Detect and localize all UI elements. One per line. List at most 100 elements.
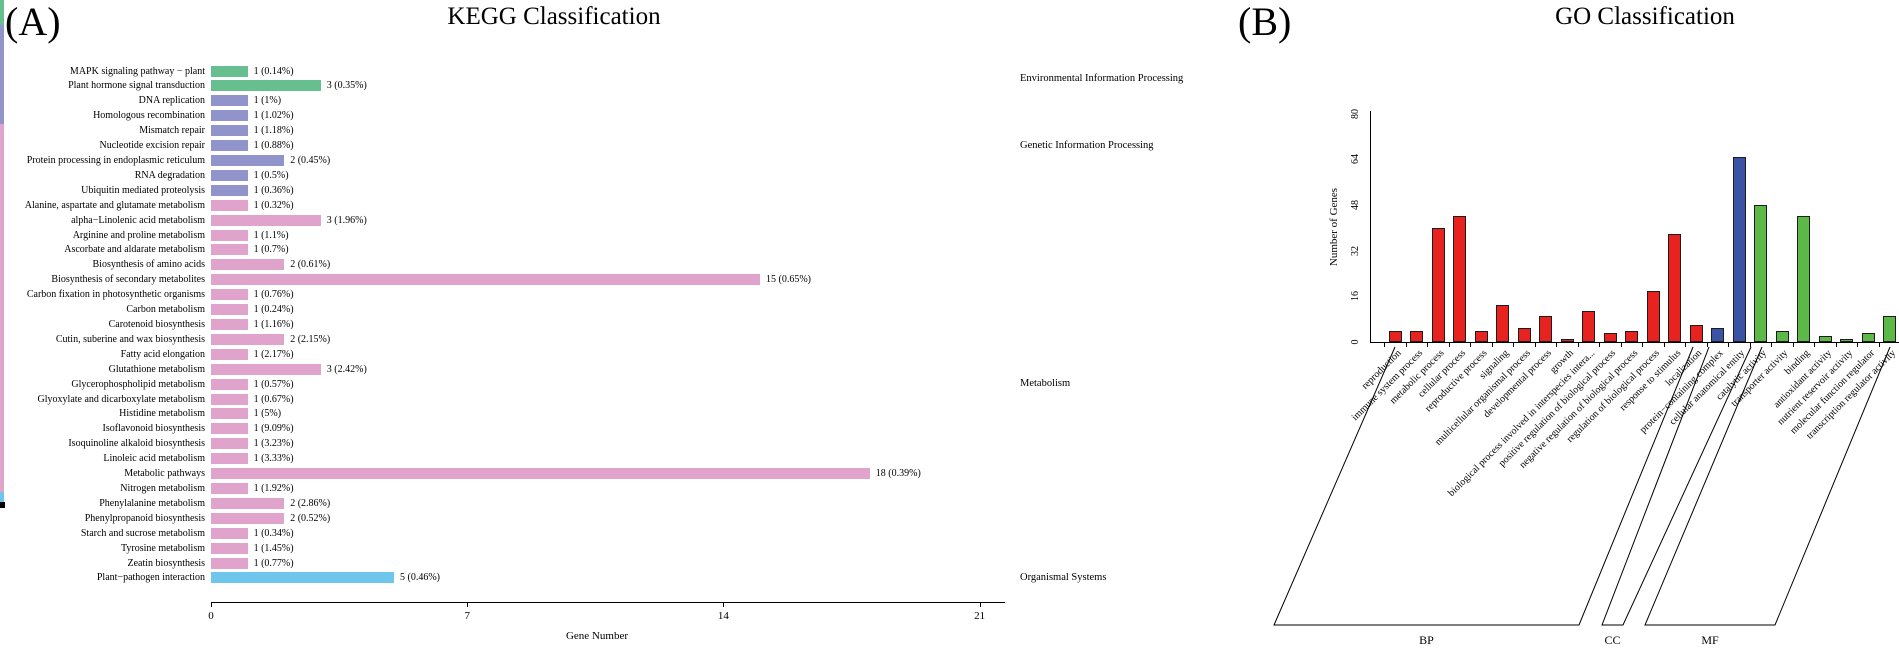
kegg-bar-value-label: 1 (0.5%) (253, 169, 289, 181)
kegg-x-axis-tick (979, 602, 981, 607)
kegg-category-label: Glyoxylate and dicarboxylate metabolism (37, 393, 205, 405)
kegg-category-label: Arginine and proline metabolism (72, 229, 205, 241)
go-x-axis-tick (1771, 342, 1773, 347)
kegg-bar-value-label: 3 (0.35%) (326, 80, 367, 92)
go-bar (1668, 233, 1681, 342)
go-x-axis-tick (1448, 342, 1450, 347)
kegg-bar-value-label: 1 (0.7%) (253, 244, 289, 256)
go-x-axis-tick (1663, 342, 1665, 347)
kegg-bar (211, 393, 248, 405)
kegg-category-label: Protein processing in endoplasmic reticu… (26, 155, 205, 166)
kegg-bar-value-label: 1 (0.88%) (253, 140, 294, 152)
kegg-bar (211, 80, 321, 92)
kegg-legend-label: Metabolism (1020, 378, 1071, 390)
kegg-bar-value-label: 1 (0.57%) (253, 378, 294, 390)
kegg-category-label: RNA degradation (134, 169, 205, 181)
go-x-axis-tick (1427, 342, 1429, 347)
kegg-bar (211, 572, 394, 584)
kegg-category-label: Phenylalanine metabolism (99, 497, 205, 509)
kegg-category-label: Nucleotide excision repair (99, 140, 205, 152)
kegg-bar-value-label: 1 (0.32%) (253, 199, 294, 211)
kegg-bar-value-label: 1 (0.34%) (253, 527, 294, 539)
go-x-axis-tick (1749, 342, 1751, 347)
go-y-axis-line (1370, 111, 1371, 342)
kegg-bar (211, 169, 248, 181)
kegg-x-axis-title: Gene Number (565, 630, 628, 642)
go-x-axis-tick (1405, 342, 1407, 347)
kegg-bar-value-label: 1 (0.76%) (253, 289, 294, 301)
kegg-category-label: Fatty acid elongation (120, 348, 205, 360)
kegg-category-label: Phenylpropanoid biosynthesis (84, 512, 205, 524)
kegg-bar (211, 110, 248, 122)
kegg-bar (211, 229, 248, 241)
go-x-axis-tick (1642, 342, 1644, 347)
kegg-bar (211, 140, 248, 152)
kegg-bar-value-label: 18 (0.39%) (875, 468, 921, 480)
kegg-category-label: Isoquinoline alkaloid biosynthesis (68, 438, 205, 450)
kegg-bar (211, 244, 248, 256)
kegg-bar-value-label: 2 (2.86%) (290, 497, 331, 509)
go-y-axis-tick (0, 506, 5, 508)
kegg-bar (211, 527, 248, 539)
kegg-bar (211, 184, 248, 196)
kegg-bar-value-label: 3 (1.96%) (326, 214, 367, 226)
kegg-bar-value-label: 1 (1.92%) (253, 483, 294, 494)
go-x-axis-line (1370, 342, 1899, 343)
kegg-bar (211, 512, 285, 524)
go-title: GO Classification (1555, 3, 1735, 30)
go-y-axis-tick (0, 504, 5, 506)
kegg-category-label: Mismatch repair (139, 125, 205, 137)
kegg-category-label: Linoleic acid metabolism (103, 453, 205, 465)
go-x-axis-tick (1491, 342, 1493, 347)
go-bar (1560, 339, 1574, 342)
kegg-bar-value-label: 2 (0.61%) (290, 259, 331, 271)
kegg-category-label: Histidine metabolism (119, 408, 205, 420)
kegg-category-label: Ubiquitin mediated proteolysis (81, 184, 205, 196)
kegg-category-label: Plant hormone signal transduction (68, 80, 205, 92)
go-group-bracket (1273, 346, 1694, 626)
go-bar (1861, 333, 1875, 342)
kegg-category-label: DNA replication (138, 95, 205, 107)
go-x-axis-tick (1384, 342, 1386, 347)
go-bar (1582, 310, 1595, 342)
kegg-legend-strip (0, 492, 4, 503)
kegg-bar-value-label: 1 (1.45%) (253, 542, 294, 554)
kegg-bar (211, 333, 285, 345)
go-bar (1603, 333, 1617, 342)
kegg-bar (211, 423, 248, 435)
kegg-category-label: Isoflavonoid biosynthesis (102, 423, 206, 435)
kegg-category-label: Glycerophospholipid metabolism (71, 378, 205, 390)
go-x-axis-tick (1857, 342, 1859, 347)
go-x-axis-tick (1706, 342, 1708, 347)
kegg-category-label: Carotenoid biosynthesis (108, 319, 205, 330)
go-bar (1646, 290, 1660, 342)
go-bar (1883, 316, 1896, 342)
kegg-x-axis-line (211, 602, 1005, 603)
kegg-category-label: Biosynthesis of secondary metabolites (51, 274, 205, 286)
kegg-category-label: Carbon fixation in photosynthetic organi… (26, 289, 205, 301)
go-group-bracket (1601, 346, 1752, 626)
kegg-bar-value-label: 1 (9.09%) (253, 423, 294, 435)
kegg-bar (211, 304, 248, 316)
kegg-category-label: Metabolic pathways (124, 468, 205, 480)
go-bar (1453, 216, 1466, 342)
go-y-axis-tick (0, 505, 5, 507)
panel-a-label: (A) (5, 0, 61, 44)
kegg-bar (211, 259, 285, 271)
kegg-category-label: Homologous recombination (93, 110, 205, 122)
go-bar (1711, 327, 1724, 342)
go-x-axis-tick (1534, 342, 1536, 347)
kegg-bar-value-label: 1 (1%) (253, 95, 282, 107)
kegg-bar (211, 468, 870, 480)
kegg-category-label: MAPK signaling pathway − plant (69, 65, 205, 77)
kegg-bar (211, 497, 285, 509)
kegg-x-tick-label: 7 (464, 610, 470, 622)
kegg-legend-strip (0, 124, 4, 493)
go-x-axis-tick (1728, 342, 1730, 347)
kegg-category-label: Alanine, aspartate and glutamate metabol… (24, 199, 205, 211)
kegg-title: KEGG Classification (447, 3, 661, 30)
kegg-category-label: Cutin, suberine and wax biosynthesis (55, 333, 205, 345)
kegg-bar-value-label: 3 (2.42%) (326, 363, 367, 375)
kegg-x-tick-label: 14 (717, 610, 729, 622)
